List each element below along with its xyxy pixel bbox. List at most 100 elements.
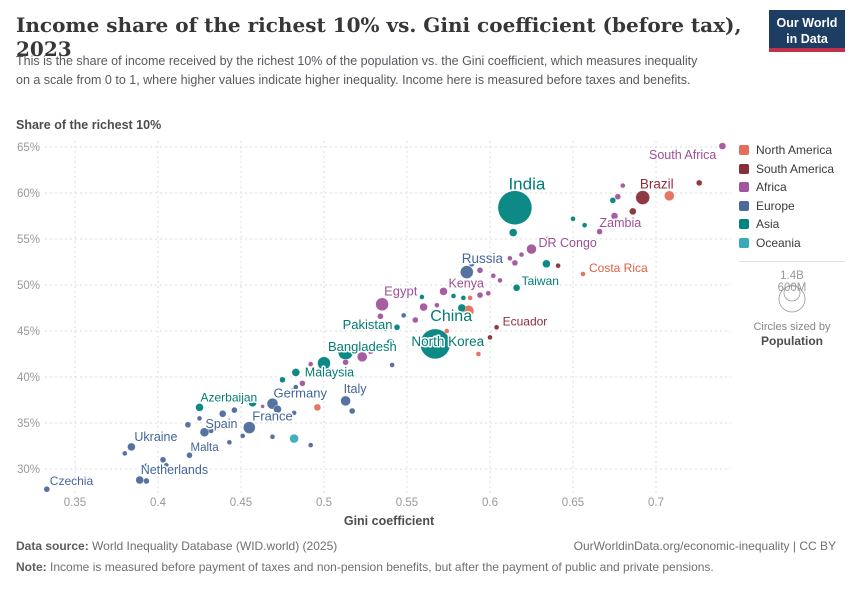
data-point-asia[interactable] [289, 388, 296, 394]
country-label-egypt[interactable]: Egypt [383, 282, 420, 300]
data-point-taiwan[interactable] [512, 284, 521, 292]
legend-item-south-america[interactable]: South America [739, 160, 849, 179]
data-point-zambia[interactable] [610, 212, 619, 220]
country-label-azerbaijan[interactable]: Azerbaijan [199, 389, 259, 406]
data-point-africa[interactable] [596, 228, 603, 235]
data-point-europe[interactable] [159, 456, 167, 463]
data-point-europe[interactable] [143, 463, 150, 470]
data-point-europe[interactable] [293, 384, 299, 390]
data-point-bangladesh[interactable] [317, 356, 331, 370]
data-point-asia[interactable] [460, 295, 467, 301]
data-point-africa[interactable] [342, 359, 349, 366]
data-point-africa[interactable] [497, 277, 503, 284]
data-point-asia[interactable] [457, 303, 466, 313]
country-label-dr-congo[interactable]: DR Congo [537, 235, 598, 252]
country-label-ecuador[interactable]: Ecuador [501, 313, 549, 330]
legend-item-asia[interactable]: Asia [739, 215, 849, 234]
data-point-north-america[interactable] [664, 190, 675, 202]
data-point-malta[interactable] [186, 452, 193, 459]
data-point-south-america[interactable] [555, 262, 561, 269]
data-point-africa[interactable] [614, 193, 621, 200]
data-point-africa[interactable] [434, 302, 440, 308]
data-point-asia[interactable] [327, 367, 334, 374]
country-label-czechia[interactable]: Czechia [48, 473, 95, 490]
data-point-south-america[interactable] [487, 334, 493, 341]
country-label-pakistan[interactable]: Pakistan [341, 316, 394, 334]
country-label-zambia[interactable]: Zambia [598, 215, 643, 232]
data-point-africa[interactable] [377, 313, 384, 320]
country-label-north-korea[interactable]: North Korea [410, 333, 486, 351]
data-point-north-america[interactable] [467, 295, 473, 301]
credit-link[interactable]: OurWorldinData.org/economic-inequality |… [573, 539, 836, 553]
data-point-netherlands[interactable] [135, 475, 144, 485]
data-point-africa[interactable] [412, 316, 419, 324]
data-point-asia[interactable] [581, 222, 588, 228]
data-point-south-america[interactable] [629, 207, 637, 216]
data-point-africa[interactable] [476, 267, 484, 274]
data-point-north-america[interactable] [444, 328, 450, 334]
data-point-europe[interactable] [163, 462, 170, 468]
data-point-china[interactable] [420, 328, 451, 360]
data-point-africa[interactable] [490, 273, 496, 279]
country-label-costa-rica[interactable]: Costa Rica [588, 260, 650, 277]
data-point-europe[interactable] [389, 362, 395, 368]
country-label-france[interactable]: France [251, 407, 294, 425]
data-point-south-africa[interactable] [718, 142, 727, 150]
data-point-ukraine[interactable] [127, 442, 136, 452]
country-label-malaysia[interactable]: Malaysia [303, 364, 355, 381]
data-point-south-america[interactable] [696, 179, 703, 187]
data-point-africa[interactable] [419, 302, 428, 312]
data-point-asia[interactable] [542, 259, 551, 269]
data-point-africa[interactable] [260, 404, 265, 409]
data-point-asia[interactable] [450, 293, 457, 299]
data-point-asia[interactable] [382, 324, 389, 332]
data-point-europe[interactable] [349, 407, 356, 415]
country-label-kenya[interactable]: Kenya [447, 275, 485, 292]
data-point-asia[interactable] [609, 197, 616, 204]
data-point-europe[interactable] [308, 442, 314, 448]
data-point-africa[interactable] [507, 255, 513, 262]
data-point-dr-congo[interactable] [526, 243, 537, 255]
data-point-asia[interactable] [509, 228, 518, 237]
data-point-europe[interactable] [207, 427, 215, 434]
data-point-costa-rica[interactable] [580, 271, 586, 277]
data-point-europe[interactable] [319, 390, 325, 397]
data-point-ecuador[interactable] [493, 324, 500, 331]
data-point-egypt[interactable] [375, 297, 389, 312]
country-label-netherlands[interactable]: Netherlands [139, 462, 209, 479]
data-point-north-america[interactable] [313, 403, 322, 412]
data-point-europe[interactable] [122, 450, 128, 457]
data-point-asia[interactable] [248, 398, 257, 407]
data-point-oceania[interactable] [289, 433, 299, 444]
country-label-india[interactable]: India [507, 173, 547, 195]
data-point-malaysia[interactable] [291, 368, 300, 377]
data-point-france[interactable] [243, 421, 256, 434]
data-point-africa[interactable] [476, 291, 484, 299]
data-point-europe[interactable] [468, 260, 475, 268]
data-point-kenya[interactable] [439, 287, 448, 296]
legend-item-africa[interactable]: Africa [739, 178, 849, 197]
data-point-russia[interactable] [460, 265, 474, 279]
data-point-czechia[interactable] [43, 486, 50, 493]
country-label-russia[interactable]: Russia [460, 250, 505, 268]
data-point-europe[interactable] [291, 410, 297, 416]
data-point-italy[interactable] [340, 395, 351, 407]
data-point-asia[interactable] [393, 324, 401, 331]
country-label-south-africa[interactable]: South Africa [647, 147, 717, 164]
legend-item-europe[interactable]: Europe [739, 197, 849, 216]
data-point-europe[interactable] [401, 312, 407, 319]
data-point-africa[interactable] [485, 290, 491, 297]
data-point-europe[interactable] [218, 410, 227, 418]
data-point-north-korea[interactable] [386, 338, 395, 348]
data-point-europe[interactable] [143, 477, 150, 485]
data-point-africa[interactable] [518, 251, 525, 258]
data-point-south-america[interactable] [545, 235, 551, 241]
country-label-spain[interactable]: Spain [204, 416, 239, 433]
country-label-ukraine[interactable]: Ukraine [133, 428, 179, 445]
data-point-europe[interactable] [269, 434, 276, 440]
data-point-africa[interactable] [511, 259, 519, 267]
data-point-europe[interactable] [226, 439, 233, 445]
data-point-europe[interactable] [273, 405, 282, 414]
country-label-china[interactable]: China [429, 306, 474, 326]
data-point-asia[interactable] [570, 216, 576, 222]
